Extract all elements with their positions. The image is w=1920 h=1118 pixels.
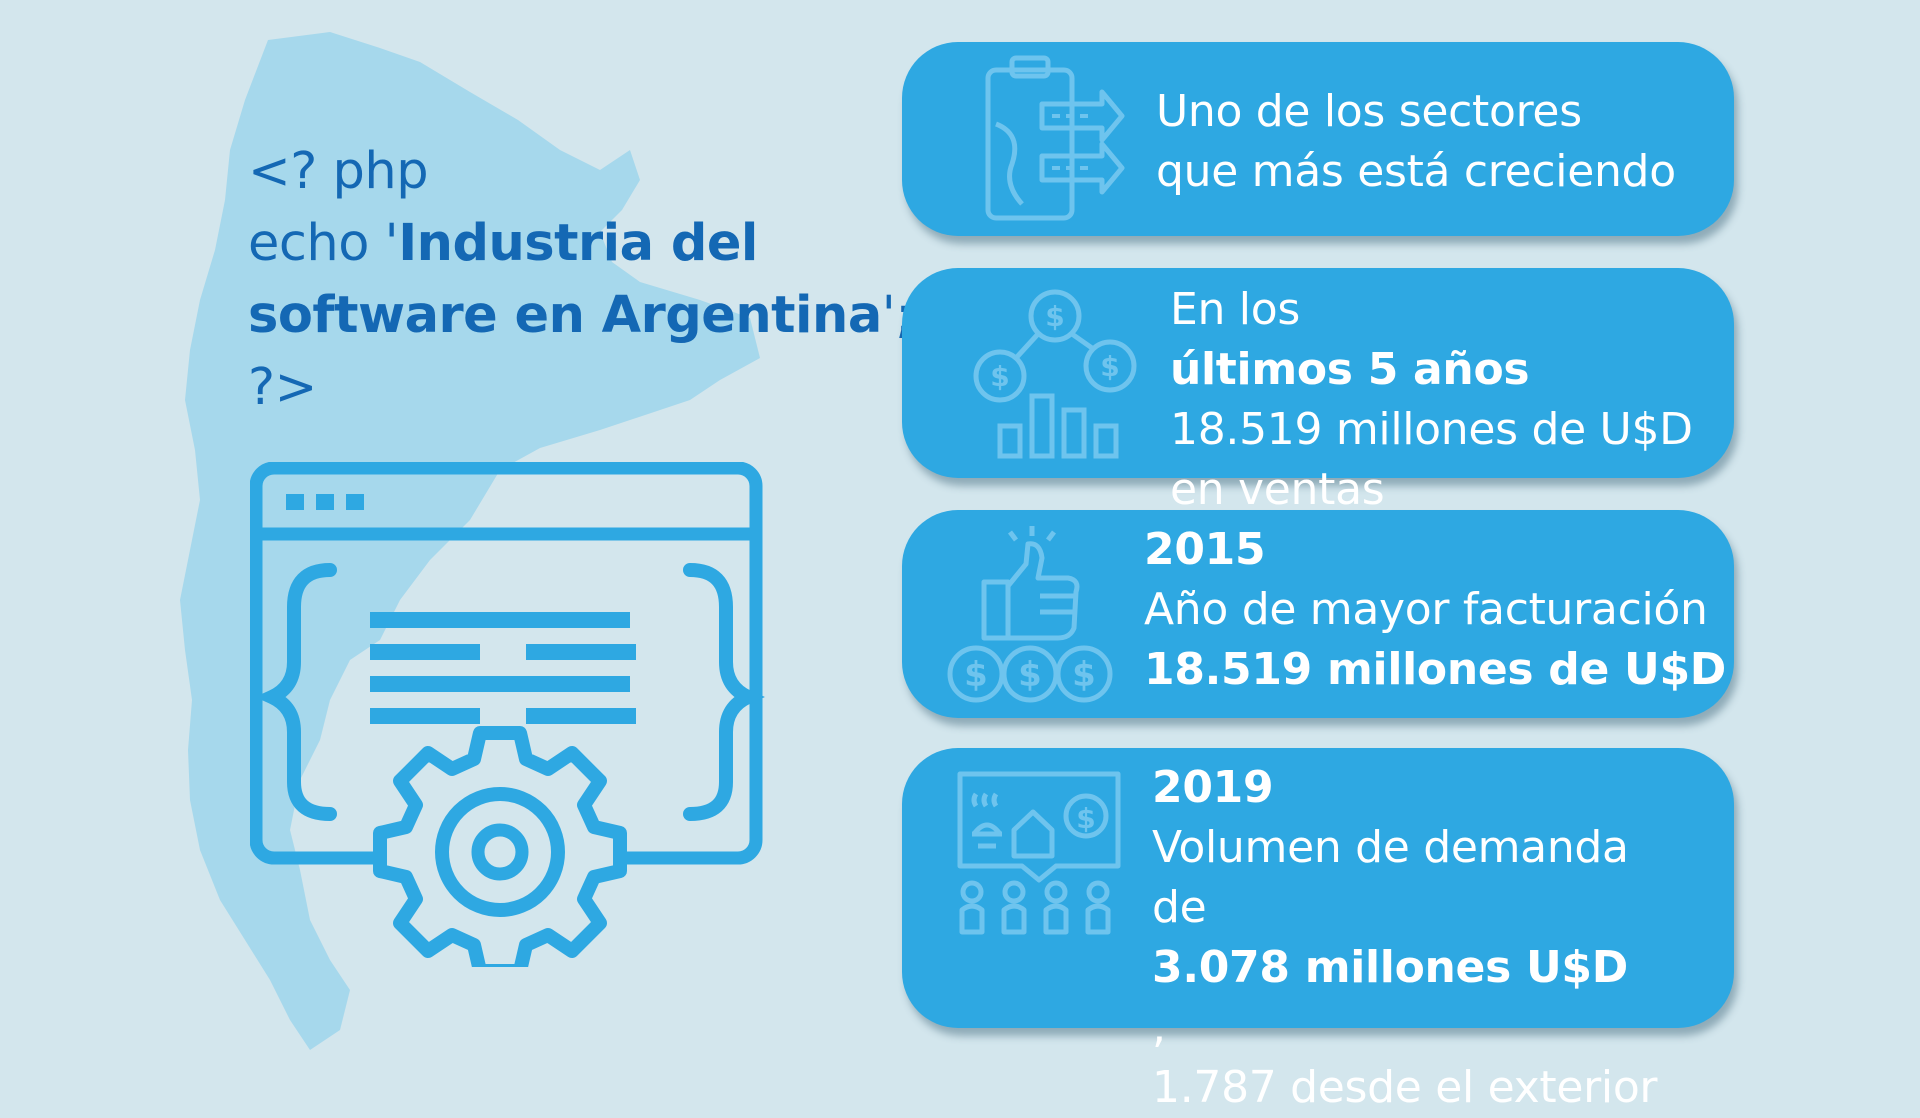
title-bold-part-2: software en Argentina xyxy=(248,286,882,345)
info-card-2019: $ 2019 Volumen de demanda de 3.078 millo… xyxy=(902,748,1734,1113)
svg-text:$: $ xyxy=(1018,655,1042,695)
svg-text:$: $ xyxy=(1072,655,1096,695)
card-4-year-value: 2019 xyxy=(1152,762,1274,813)
svg-text:$: $ xyxy=(1076,802,1095,835)
card-1-line-2: que más está creciendo xyxy=(1156,146,1676,197)
card-4-year: 2019 xyxy=(1152,758,1657,818)
card-3-line-3: 18.519 millones de U$D xyxy=(1144,640,1726,700)
argentina-map xyxy=(180,32,760,1050)
money-network-chart-icon: $ $ $ xyxy=(973,289,1137,459)
card-3-year-value: 2015 xyxy=(1144,524,1266,575)
card-3-text: 2015 Año de mayor facturación 18.519 mil… xyxy=(1144,520,1726,700)
card-3-line-3-bold: 18.519 millones de U$D xyxy=(1144,644,1727,695)
code-close-tag: ?> xyxy=(248,358,317,417)
code-echo-prefix: echo ' xyxy=(248,214,399,273)
card-2-line-2: 18.519 millones de U$D xyxy=(1170,404,1693,455)
clipboard-arrows-icon xyxy=(985,55,1125,221)
info-card-2015: $ $ $ 2015 Año de mayor facturación 18.519… xyxy=(902,510,1734,718)
svg-text:$: $ xyxy=(964,655,988,695)
card-1-line-1: Uno de los sectores xyxy=(1156,86,1582,137)
card-2-text: En los últimos 5 años 18.519 millones de… xyxy=(1170,280,1693,520)
code-title: <? php echo 'Industria del software en A… xyxy=(248,136,912,424)
card-4-line-3-suffix: , xyxy=(1152,1002,1166,1053)
card-4-line-3-prefix: de xyxy=(1152,882,1207,933)
market-demand-icon: $ xyxy=(957,771,1121,935)
card-4-text: 2019 Volumen de demanda de 3.078 millone… xyxy=(1152,758,1658,1118)
card-4-line-4: 1.787 desde el exterior xyxy=(1152,1062,1658,1113)
info-card-sales: $ $ $ En los últimos 5 años 18.519 millone… xyxy=(902,268,1734,515)
card-4-line-3-bold: 3.078 millones U$D xyxy=(1152,942,1628,993)
card-4-line-3: de 3.078 millones U$D, xyxy=(1152,878,1657,1058)
card-1-text: Uno de los sectores que más está crecien… xyxy=(1156,82,1676,202)
info-card-growth: Uno de los sectores que más está crecien… xyxy=(902,42,1734,236)
svg-text:$: $ xyxy=(1045,300,1064,333)
code-title-line: software en Argentina'; xyxy=(248,280,912,352)
card-4-line-2: Volumen de demanda xyxy=(1152,822,1629,873)
card-3-year: 2015 xyxy=(1144,520,1726,580)
software-code-window-icon xyxy=(250,462,765,967)
code-open-tag: <? php xyxy=(248,142,429,201)
card-2-line-1: En los últimos 5 años xyxy=(1170,280,1693,400)
card-2-line-1-prefix: En los xyxy=(1170,284,1300,335)
svg-text:$: $ xyxy=(1100,350,1119,383)
card-2-line-3: en ventas xyxy=(1170,464,1385,515)
svg-text:$: $ xyxy=(990,360,1009,393)
title-bold-part-1: Industria del xyxy=(398,214,758,273)
card-2-line-1-bold: últimos 5 años xyxy=(1170,344,1530,395)
thumbs-up-coins-icon: $ $ $ xyxy=(947,526,1113,703)
code-echo-line: echo 'Industria del xyxy=(248,208,912,280)
card-3-line-2: Año de mayor facturación xyxy=(1144,584,1708,635)
